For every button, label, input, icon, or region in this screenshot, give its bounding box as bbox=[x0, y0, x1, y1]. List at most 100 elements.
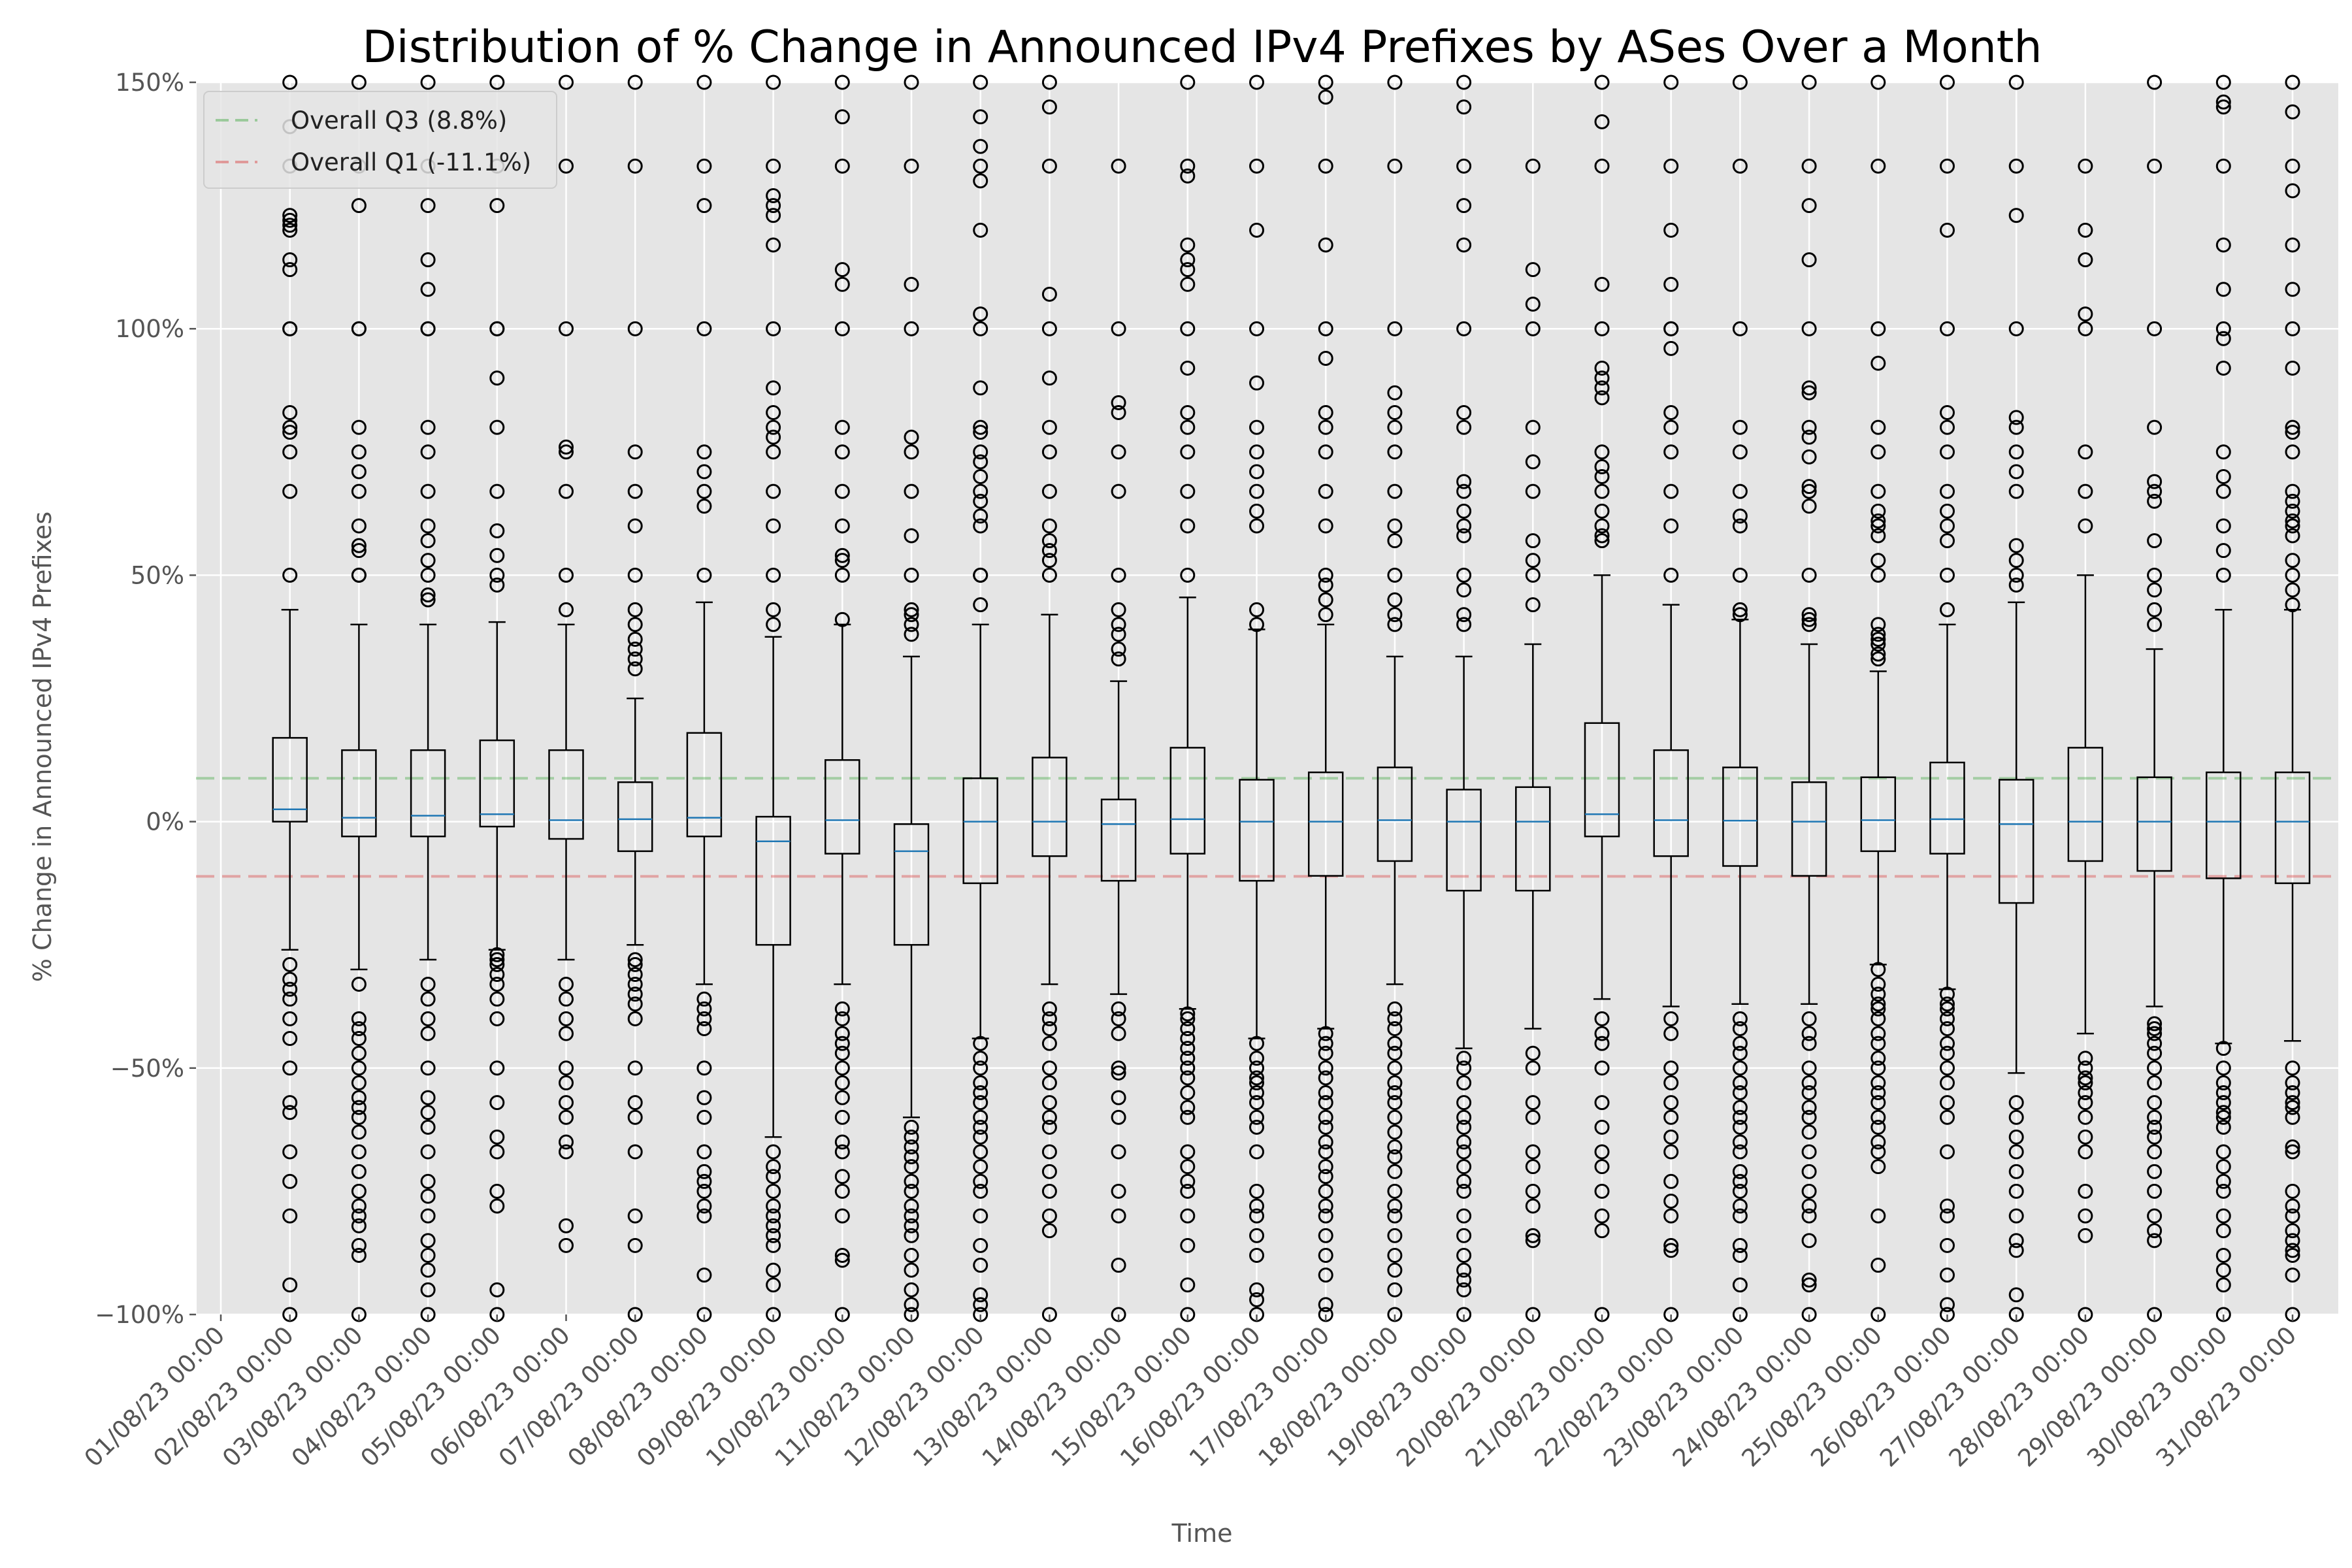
outlier-point bbox=[1387, 1021, 1403, 1036]
outlier-point bbox=[1111, 395, 1126, 410]
outlier-point bbox=[766, 208, 781, 223]
outlier-point bbox=[1318, 1095, 1333, 1111]
outlier-point bbox=[1663, 1109, 1679, 1125]
outlier-point bbox=[696, 1109, 712, 1125]
box-group bbox=[1377, 74, 1413, 1322]
outlier-point bbox=[696, 1198, 712, 1214]
outlier-point bbox=[904, 1198, 919, 1214]
outlier-point bbox=[973, 109, 988, 125]
outlier-point bbox=[282, 567, 298, 583]
outlier-point bbox=[2078, 1228, 2093, 1243]
outlier-point bbox=[1387, 1060, 1403, 1076]
outlier-point bbox=[351, 1090, 367, 1105]
outlier-point bbox=[1387, 1095, 1403, 1111]
outlier-point bbox=[973, 567, 988, 583]
outlier-point bbox=[2285, 1267, 2300, 1283]
outlier-point bbox=[489, 419, 505, 435]
y-tick-label: 150% bbox=[115, 69, 184, 97]
outlier-point bbox=[1318, 518, 1333, 534]
outlier-point bbox=[1456, 474, 1472, 489]
outlier-point bbox=[2078, 1208, 2093, 1224]
outlier-point bbox=[2147, 617, 2163, 632]
outlier-point bbox=[1249, 375, 1264, 391]
outlier-point bbox=[282, 222, 298, 238]
box-group bbox=[1998, 74, 2034, 1322]
outlier-point bbox=[1456, 158, 1472, 174]
box-group bbox=[1100, 158, 1137, 1322]
outlier-point bbox=[834, 483, 850, 499]
outlier-point bbox=[1041, 1036, 1057, 1051]
outlier-point bbox=[1525, 553, 1541, 568]
outlier-point bbox=[489, 952, 505, 968]
outlier-point bbox=[2147, 474, 2163, 489]
outlier-point bbox=[1663, 567, 1679, 583]
outlier-point bbox=[1801, 1085, 1817, 1101]
outlier-point bbox=[1387, 158, 1403, 174]
outlier-point bbox=[1870, 503, 1886, 519]
outlier-point bbox=[834, 1252, 850, 1268]
outlier-point bbox=[1940, 483, 1955, 499]
outlier-point bbox=[2078, 306, 2093, 322]
outlier-point bbox=[1525, 1060, 1541, 1076]
outlier-point bbox=[1801, 429, 1817, 445]
outlier-point bbox=[351, 543, 367, 559]
outlier-point bbox=[627, 1144, 643, 1160]
outlier-point bbox=[1801, 1011, 1817, 1026]
iqr-box bbox=[1377, 766, 1413, 862]
outlier-point bbox=[1387, 592, 1403, 608]
outlier-point bbox=[696, 567, 712, 583]
outlier-point bbox=[766, 1218, 781, 1233]
outlier-point bbox=[627, 966, 643, 982]
outlier-point bbox=[1111, 483, 1126, 499]
outlier-point bbox=[2008, 74, 2024, 90]
outlier-point bbox=[904, 74, 919, 90]
outlier-point bbox=[1870, 444, 1886, 460]
outlier-point bbox=[2147, 1223, 2163, 1239]
outlier-point bbox=[1732, 1144, 1748, 1160]
outlier-point bbox=[489, 74, 505, 90]
outlier-point bbox=[973, 1144, 988, 1160]
outlier-point bbox=[1180, 1006, 1196, 1022]
outlier-point bbox=[1456, 1282, 1472, 1298]
outlier-point bbox=[1180, 1173, 1196, 1189]
outlier-point bbox=[1663, 1095, 1679, 1111]
outlier-point bbox=[2147, 1045, 2163, 1061]
outlier-point bbox=[1732, 158, 1748, 174]
outlier-point bbox=[1663, 1237, 1679, 1253]
outlier-point bbox=[2215, 237, 2231, 253]
outlier-point bbox=[627, 483, 643, 499]
outlier-point bbox=[904, 1173, 919, 1189]
outlier-point bbox=[2078, 1070, 2093, 1086]
outlier-point bbox=[627, 631, 643, 647]
outlier-point bbox=[627, 1060, 643, 1076]
outlier-point bbox=[420, 592, 436, 608]
outlier-point bbox=[1732, 1085, 1748, 1101]
outlier-point bbox=[973, 380, 988, 396]
outlier-point bbox=[1870, 1011, 1886, 1026]
outlier-point bbox=[2008, 419, 2024, 435]
outlier-point bbox=[1663, 1243, 1679, 1258]
outlier-point bbox=[1870, 1026, 1886, 1041]
outlier-point bbox=[1456, 528, 1472, 544]
outlier-point bbox=[1594, 459, 1610, 474]
outlier-point bbox=[1249, 617, 1264, 632]
outlier-point bbox=[766, 404, 781, 420]
outlier-point bbox=[1801, 1277, 1817, 1293]
outlier-point bbox=[1249, 1075, 1264, 1090]
outlier-point bbox=[1318, 1134, 1333, 1150]
outlier-point bbox=[1041, 286, 1057, 302]
outlier-point bbox=[834, 1001, 850, 1017]
outlier-point bbox=[1801, 158, 1817, 174]
outlier-point bbox=[1940, 518, 1955, 534]
outlier-point bbox=[1318, 1247, 1333, 1263]
outlier-point bbox=[766, 237, 781, 253]
box-group bbox=[2206, 74, 2242, 1322]
outlier-point bbox=[2215, 483, 2231, 499]
outlier-point bbox=[766, 74, 781, 90]
outlier-point bbox=[834, 158, 850, 174]
outlier-point bbox=[282, 208, 298, 223]
outlier-point bbox=[1249, 1036, 1264, 1051]
boxes bbox=[272, 74, 2311, 1322]
outlier-point bbox=[1041, 1021, 1057, 1036]
outlier-point bbox=[696, 1144, 712, 1160]
